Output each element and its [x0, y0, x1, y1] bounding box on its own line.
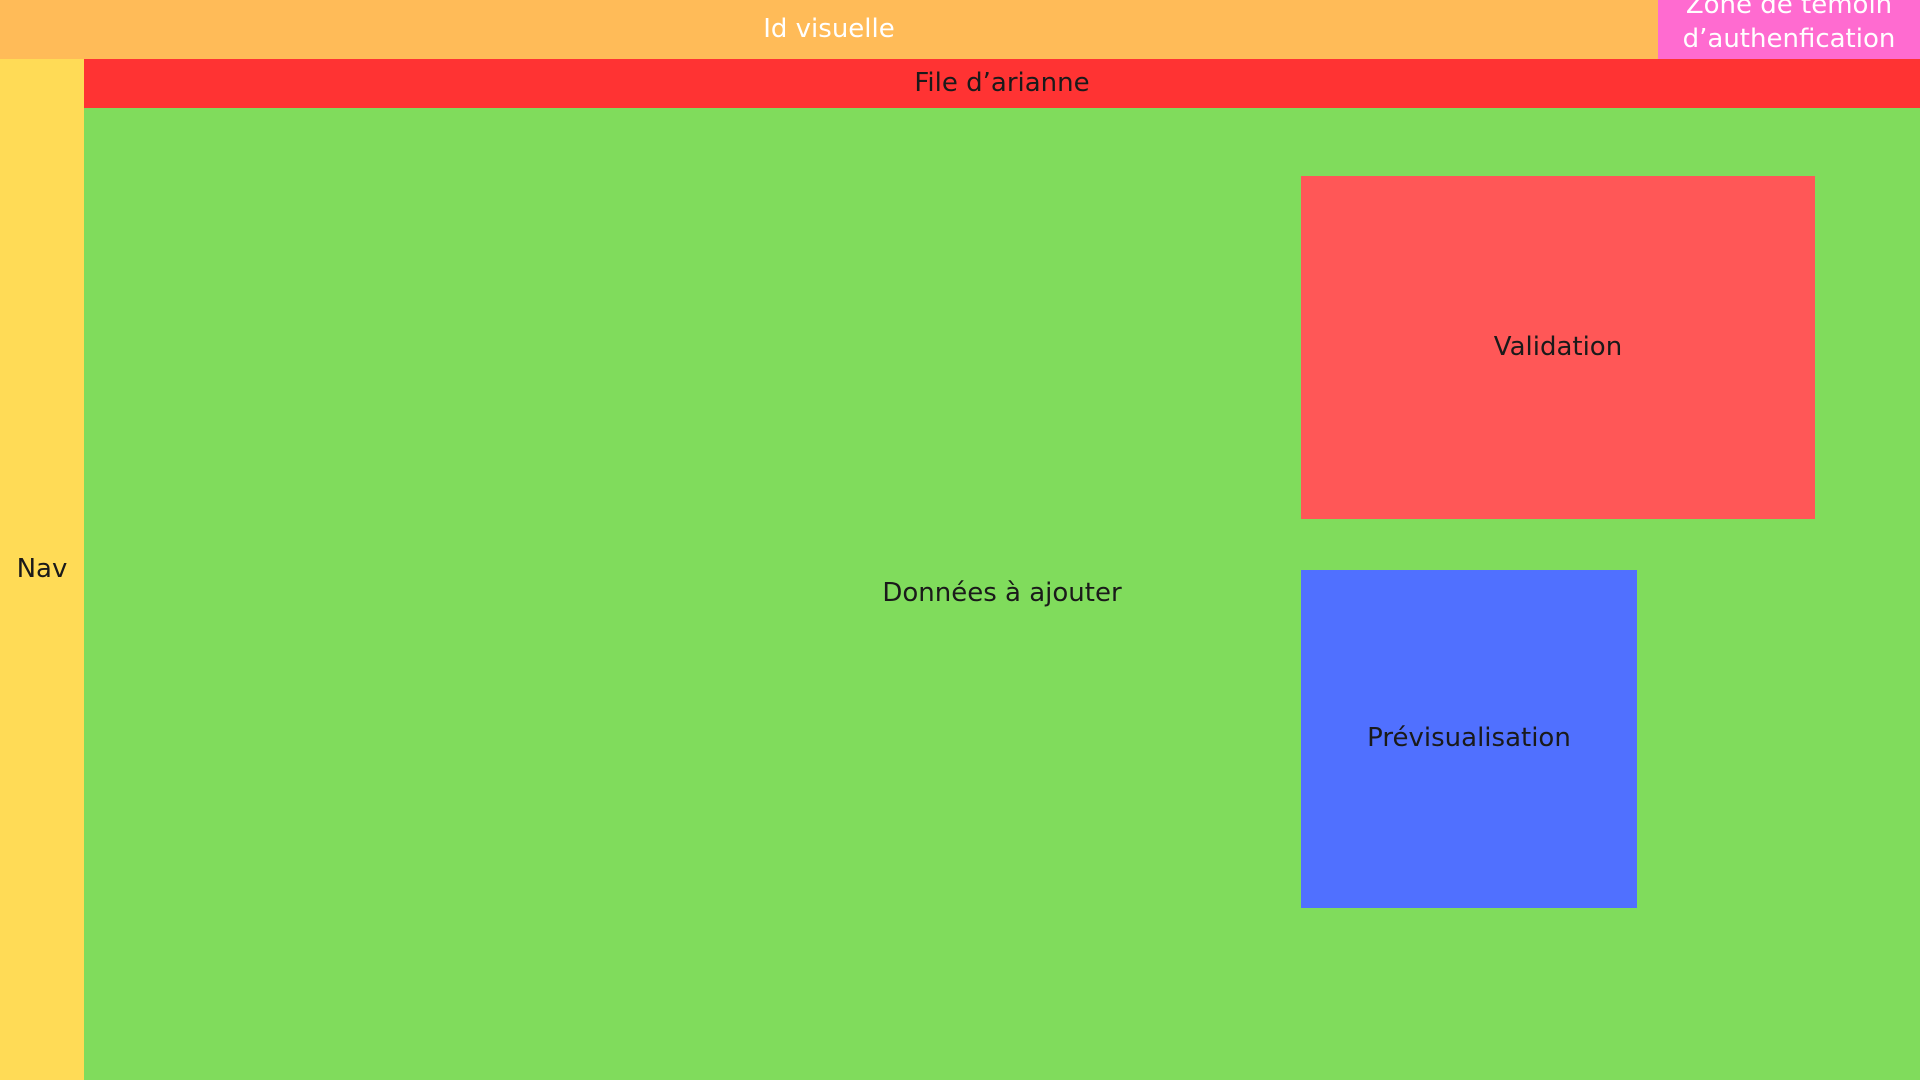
nav-zone: Nav — [0, 59, 84, 1080]
authentication-zone: Zone de témoin d’authenfication — [1658, 0, 1920, 59]
breadcrumb-zone: File d’arianne — [84, 59, 1920, 108]
validation-zone: Validation — [1301, 176, 1815, 519]
authentication-label: Zone de témoin d’authenfication — [1682, 0, 1896, 54]
validation-label: Validation — [1493, 331, 1623, 362]
nav-label: Nav — [16, 553, 68, 584]
preview-label: Prévisualisation — [1367, 723, 1571, 754]
content-label: Données à ajouter — [882, 578, 1122, 609]
visual-identity-label: Id visuelle — [763, 13, 895, 44]
preview-zone: Prévisualisation — [1301, 570, 1637, 908]
visual-identity-zone: Id visuelle — [0, 0, 1658, 59]
breadcrumb-label: File d’arianne — [914, 67, 1090, 98]
